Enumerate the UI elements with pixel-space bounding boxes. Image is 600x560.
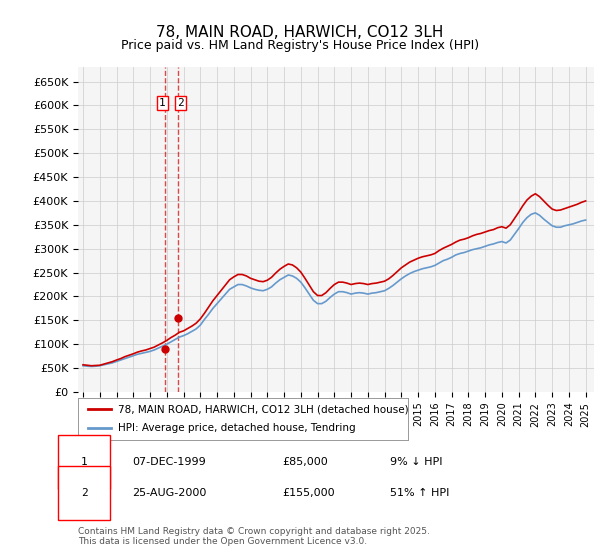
Text: Price paid vs. HM Land Registry's House Price Index (HPI): Price paid vs. HM Land Registry's House … [121, 39, 479, 52]
Text: 1: 1 [80, 457, 88, 467]
Text: 2: 2 [178, 98, 184, 108]
Text: 9% ↓ HPI: 9% ↓ HPI [390, 457, 443, 467]
Text: £155,000: £155,000 [282, 488, 335, 498]
Text: Contains HM Land Registry data © Crown copyright and database right 2025.
This d: Contains HM Land Registry data © Crown c… [78, 526, 430, 546]
Text: HPI: Average price, detached house, Tendring: HPI: Average price, detached house, Tend… [118, 423, 355, 433]
Text: £85,000: £85,000 [282, 457, 328, 467]
Text: 2: 2 [80, 488, 88, 498]
Text: 1: 1 [159, 98, 166, 108]
Text: 78, MAIN ROAD, HARWICH, CO12 3LH: 78, MAIN ROAD, HARWICH, CO12 3LH [157, 25, 443, 40]
Text: 25-AUG-2000: 25-AUG-2000 [132, 488, 206, 498]
Text: 07-DEC-1999: 07-DEC-1999 [132, 457, 206, 467]
Text: 51% ↑ HPI: 51% ↑ HPI [390, 488, 449, 498]
Text: 78, MAIN ROAD, HARWICH, CO12 3LH (detached house): 78, MAIN ROAD, HARWICH, CO12 3LH (detach… [118, 404, 408, 414]
